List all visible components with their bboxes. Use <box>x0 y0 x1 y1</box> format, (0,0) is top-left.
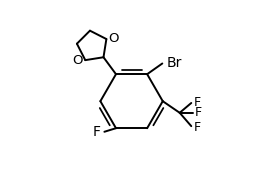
Text: F: F <box>193 96 200 109</box>
Text: F: F <box>93 125 101 139</box>
Text: O: O <box>73 54 83 67</box>
Text: F: F <box>193 121 200 134</box>
Text: O: O <box>109 32 119 45</box>
Text: Br: Br <box>166 56 182 70</box>
Text: F: F <box>195 106 202 119</box>
